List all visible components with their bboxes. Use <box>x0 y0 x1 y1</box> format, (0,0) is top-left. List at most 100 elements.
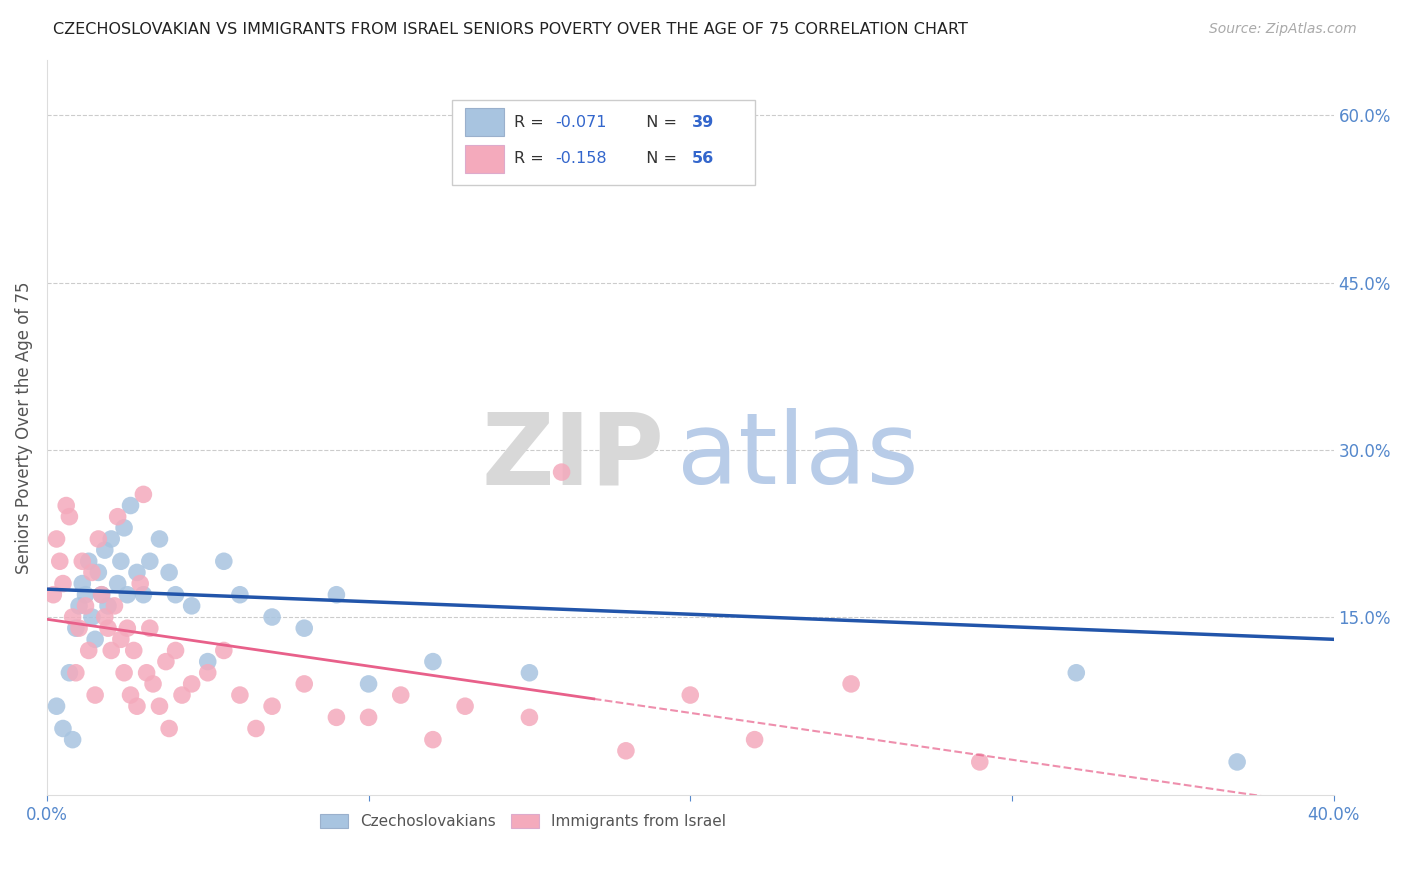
Point <box>180 599 202 613</box>
FancyBboxPatch shape <box>453 100 755 185</box>
Text: -0.158: -0.158 <box>555 152 607 167</box>
Text: CZECHOSLOVAKIAN VS IMMIGRANTS FROM ISRAEL SENIORS POVERTY OVER THE AGE OF 75 COR: CZECHOSLOVAKIAN VS IMMIGRANTS FROM ISRAE… <box>53 22 969 37</box>
Point <box>112 665 135 680</box>
Point <box>65 621 87 635</box>
Point <box>325 710 347 724</box>
Point <box>72 576 94 591</box>
Point <box>155 655 177 669</box>
Point <box>229 688 252 702</box>
Point <box>165 643 187 657</box>
Point <box>58 665 80 680</box>
Point <box>180 677 202 691</box>
Point <box>262 699 284 714</box>
Point <box>87 566 110 580</box>
Point <box>148 699 170 714</box>
Point <box>519 710 541 724</box>
Point <box>62 610 84 624</box>
Point <box>120 499 142 513</box>
Point <box>679 688 702 702</box>
Point <box>744 732 766 747</box>
Point <box>357 677 380 691</box>
FancyBboxPatch shape <box>465 108 503 136</box>
Point <box>614 744 637 758</box>
Point <box>125 566 148 580</box>
Point <box>129 576 152 591</box>
Point <box>75 588 97 602</box>
Text: 56: 56 <box>692 152 714 167</box>
Point <box>969 755 991 769</box>
Point <box>107 509 129 524</box>
Point <box>839 677 862 691</box>
Point <box>519 665 541 680</box>
Point <box>100 643 122 657</box>
Point <box>84 688 107 702</box>
Point <box>292 621 315 635</box>
Point <box>1226 755 1249 769</box>
Point <box>325 588 347 602</box>
Point <box>52 576 75 591</box>
Point <box>65 665 87 680</box>
Point <box>67 599 90 613</box>
Point <box>75 599 97 613</box>
Point <box>110 632 132 647</box>
Point <box>62 732 84 747</box>
Text: ZIP: ZIP <box>482 409 665 506</box>
Point <box>454 699 477 714</box>
Point <box>139 621 162 635</box>
Point <box>262 610 284 624</box>
Point <box>49 554 72 568</box>
Point <box>148 532 170 546</box>
Point <box>389 688 412 702</box>
Point <box>132 487 155 501</box>
Text: R =: R = <box>515 152 548 167</box>
Point <box>80 566 103 580</box>
Point <box>292 677 315 691</box>
Point <box>139 554 162 568</box>
Point <box>422 732 444 747</box>
Point <box>229 588 252 602</box>
Point <box>45 699 67 714</box>
Text: -0.071: -0.071 <box>555 115 606 129</box>
Point <box>117 588 139 602</box>
Point <box>117 621 139 635</box>
Point <box>197 655 219 669</box>
Point <box>245 722 267 736</box>
Point <box>212 554 235 568</box>
Point <box>94 543 117 558</box>
Point <box>142 677 165 691</box>
Point <box>42 588 65 602</box>
Point <box>97 599 120 613</box>
Point <box>87 532 110 546</box>
Point <box>90 588 112 602</box>
Point <box>212 643 235 657</box>
Point <box>157 566 180 580</box>
Point <box>100 532 122 546</box>
Text: atlas: atlas <box>678 409 920 506</box>
Point <box>55 499 77 513</box>
Point <box>170 688 193 702</box>
Point <box>72 554 94 568</box>
Point <box>197 665 219 680</box>
Point <box>58 509 80 524</box>
Point <box>84 632 107 647</box>
Point <box>422 655 444 669</box>
Legend: Czechoslovakians, Immigrants from Israel: Czechoslovakians, Immigrants from Israel <box>314 808 733 836</box>
Point <box>550 465 572 479</box>
Point <box>52 722 75 736</box>
Text: 39: 39 <box>692 115 714 129</box>
Point <box>90 588 112 602</box>
Point <box>135 665 157 680</box>
Point <box>157 722 180 736</box>
Point <box>125 699 148 714</box>
Point <box>357 710 380 724</box>
Y-axis label: Seniors Poverty Over the Age of 75: Seniors Poverty Over the Age of 75 <box>15 281 32 574</box>
Point <box>97 621 120 635</box>
Point <box>110 554 132 568</box>
Point <box>1064 665 1087 680</box>
Point <box>80 610 103 624</box>
FancyBboxPatch shape <box>465 145 503 173</box>
Point <box>165 588 187 602</box>
Point <box>77 643 100 657</box>
Text: Source: ZipAtlas.com: Source: ZipAtlas.com <box>1209 22 1357 37</box>
Point <box>112 521 135 535</box>
